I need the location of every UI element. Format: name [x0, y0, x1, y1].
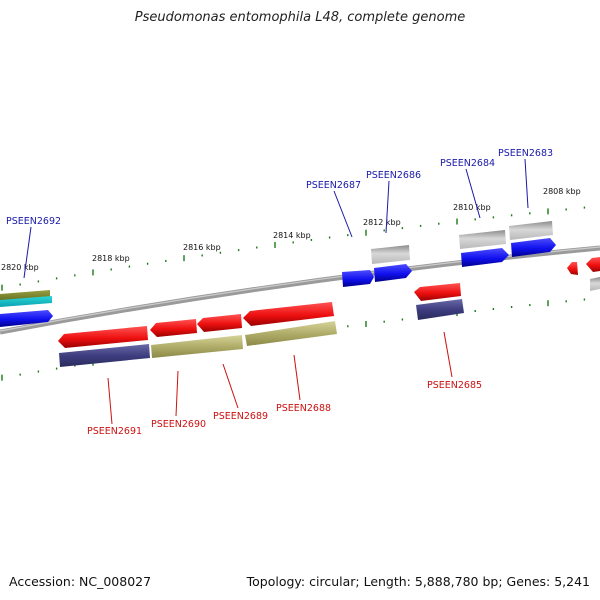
gene-label[interactable]: PSEEN2692	[6, 216, 61, 227]
gene-label[interactable]: PSEEN2688	[276, 403, 331, 414]
gene-feature[interactable]	[342, 270, 374, 287]
kbp-label: 2820 kbp	[1, 263, 39, 272]
leader-line	[222, 363, 239, 409]
gene-feature[interactable]	[567, 262, 578, 275]
gene-label[interactable]: PSEEN2691	[87, 426, 142, 437]
gene-label[interactable]: PSEEN2686	[366, 170, 421, 181]
gene-feature[interactable]	[586, 257, 600, 272]
tick-row-outer	[1, 206, 586, 291]
gene-label[interactable]: PSEEN2690	[151, 419, 206, 430]
kbp-labels: 2820 kbp 2818 kbp 2816 kbp 2814 kbp 2812…	[1, 187, 581, 272]
gene-label[interactable]: PSEEN2684	[440, 158, 495, 169]
leader-line	[175, 370, 179, 417]
kbp-label: 2818 kbp	[92, 254, 130, 263]
leader-line	[107, 377, 113, 425]
gene-feature[interactable]	[374, 264, 412, 282]
kbp-label: 2812 kbp	[363, 218, 401, 227]
gene-feature[interactable]	[245, 321, 337, 346]
gene-labels-top: PSEEN2692 PSEEN2687 PSEEN2686 PSEEN2684 …	[6, 148, 553, 227]
gene-feature[interactable]	[461, 248, 509, 267]
label-leader-lines	[23, 158, 529, 425]
gene-feature[interactable]	[509, 221, 553, 240]
accession-text: Accession: NC_008027	[9, 574, 152, 589]
kbp-label: 2816 kbp	[183, 243, 221, 252]
genome-summary-text: Topology: circular; Length: 5,888,780 bp…	[246, 574, 590, 589]
gene-label[interactable]: PSEEN2687	[306, 180, 361, 191]
gene-feature[interactable]	[416, 299, 464, 320]
gene-label[interactable]: PSEEN2685	[427, 380, 482, 391]
gene-feature[interactable]	[151, 335, 243, 358]
gene-feature[interactable]	[414, 283, 461, 301]
leader-line	[333, 190, 353, 238]
leader-line	[23, 226, 32, 279]
gene-feature[interactable]	[58, 326, 148, 348]
gene-label[interactable]: PSEEN2683	[498, 148, 553, 159]
gene-feature[interactable]	[243, 302, 334, 326]
kbp-label: 2810 kbp	[453, 203, 491, 212]
kbp-label: 2814 kbp	[273, 231, 311, 240]
leader-line	[293, 354, 301, 401]
gene-feature[interactable]	[0, 310, 53, 327]
gene-feature[interactable]	[511, 238, 556, 257]
leader-line	[385, 180, 390, 234]
gene-label[interactable]: PSEEN2689	[213, 411, 268, 422]
gene-feature[interactable]	[590, 277, 600, 291]
reverse-strand-genes	[58, 257, 600, 367]
gene-labels-bottom: PSEEN2691 PSEEN2690 PSEEN2689 PSEEN2688 …	[87, 380, 482, 437]
gene-feature[interactable]	[459, 230, 506, 249]
gene-feature[interactable]	[150, 319, 197, 337]
kbp-label: 2808 kbp	[543, 187, 581, 196]
forward-strand-genes	[0, 221, 600, 327]
leader-line	[524, 158, 529, 209]
gene-feature[interactable]	[371, 245, 410, 264]
leader-line	[465, 168, 481, 219]
gene-feature[interactable]	[59, 344, 150, 367]
gene-feature[interactable]	[0, 296, 52, 307]
page-title: Pseudomonas entomophila L48, complete ge…	[134, 10, 466, 25]
gene-feature[interactable]	[197, 314, 242, 332]
leader-line	[443, 331, 453, 378]
